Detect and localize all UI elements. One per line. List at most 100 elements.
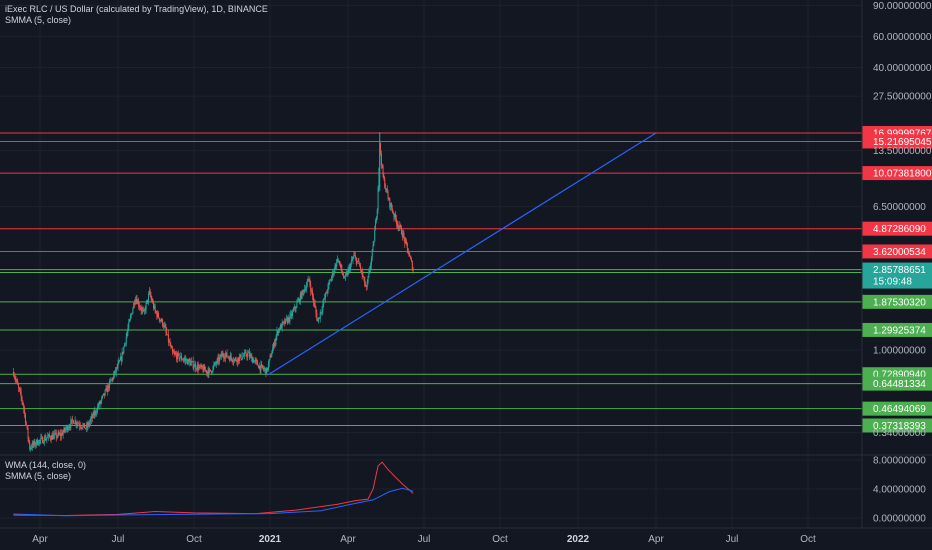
time-tick-label: 2022 [567, 534, 590, 545]
candle-body [270, 355, 272, 358]
support-level-tag [862, 401, 932, 416]
sub-tick-label: 8.00000000 [873, 456, 926, 467]
candle-body [179, 357, 181, 360]
candle-body [19, 389, 21, 392]
candle-body [62, 431, 64, 436]
candle-body [110, 380, 112, 381]
candle-body [341, 269, 343, 273]
candle-body [149, 290, 151, 296]
candle-body [209, 369, 211, 370]
smma-label: SMMA (5, close) [5, 471, 72, 481]
candle-body [360, 265, 362, 270]
candle-body [344, 276, 346, 278]
candle-body [271, 353, 273, 358]
candle-body [48, 434, 50, 437]
time-tick-label: Jul [418, 534, 431, 545]
candle-body [206, 371, 208, 373]
candle-body [272, 342, 274, 349]
price-tick-label: 40.00000000 [873, 63, 932, 74]
candle-body [384, 178, 386, 188]
candle-body [143, 309, 145, 311]
candle-body [383, 177, 385, 179]
candle-body [386, 188, 388, 194]
candle-body [372, 244, 374, 250]
candle-body [238, 356, 240, 362]
candle-body [254, 359, 256, 361]
candle-body [313, 301, 315, 304]
candle-body [17, 381, 19, 385]
candle-body [367, 276, 369, 283]
candle-body [267, 363, 269, 370]
candle-body [286, 318, 288, 323]
candle-body [107, 385, 109, 393]
candle-body [156, 312, 158, 317]
trendline[interactable] [267, 132, 657, 376]
candle-body [108, 381, 110, 389]
support-level-tag [862, 418, 932, 433]
candle-body [78, 423, 80, 425]
candle-body [344, 275, 346, 277]
candle-body [264, 368, 266, 370]
candle-body [269, 355, 271, 360]
candle-body [345, 273, 347, 276]
trendline-group[interactable] [267, 132, 657, 376]
candle-body [84, 423, 86, 429]
candle-body [118, 361, 120, 364]
candle-body [131, 313, 133, 315]
candle-body [389, 198, 391, 207]
candle-body [348, 267, 350, 270]
candle-body [202, 367, 204, 372]
candle-body [82, 425, 84, 428]
candle-body [249, 354, 251, 357]
candle-body [396, 224, 398, 225]
candle-body [340, 263, 342, 270]
candle-body [292, 311, 294, 316]
candle-body [307, 278, 309, 282]
candle-body [85, 425, 87, 429]
candle-body [401, 234, 403, 237]
candle-body [410, 258, 412, 262]
candle-body [51, 435, 53, 440]
candle-body [54, 433, 56, 435]
candle-body [248, 352, 250, 354]
candle-body [239, 354, 241, 357]
candle-body [316, 312, 318, 320]
candle-body [336, 259, 338, 267]
candle-body [214, 362, 216, 365]
support-level-label: 1.29925374 [873, 325, 926, 336]
candle-body [277, 330, 279, 334]
candlesticks [12, 132, 414, 452]
candle-body [193, 366, 195, 368]
sub-legend: WMA (144, close, 0) SMMA (5, close) [5, 460, 86, 482]
time-tick-label: Oct [186, 534, 202, 545]
candle-body [61, 433, 63, 436]
candle-body [328, 282, 330, 285]
candle-body [167, 334, 169, 342]
candle-body [365, 286, 367, 288]
candle-body [245, 352, 247, 356]
candle-body [390, 203, 392, 207]
candle-body [141, 309, 143, 311]
candle-body [160, 320, 162, 322]
candle-body [256, 360, 258, 362]
candle-body [181, 359, 183, 361]
candle-body [322, 303, 324, 311]
candle-body [319, 312, 321, 319]
candle-body [137, 301, 139, 304]
candle-body [405, 240, 407, 244]
candle-body [66, 426, 68, 429]
candle-body [331, 276, 333, 281]
candle-body [305, 288, 307, 290]
candle-body [111, 378, 113, 381]
candle-body [142, 309, 144, 311]
candle-body [347, 269, 349, 276]
candle-body [159, 320, 161, 321]
candle-body [187, 359, 189, 365]
indicator-pane [13, 461, 414, 517]
candle-body [311, 290, 313, 292]
candle-body [109, 380, 111, 382]
candle-body [385, 187, 387, 190]
candle-body [240, 354, 242, 360]
